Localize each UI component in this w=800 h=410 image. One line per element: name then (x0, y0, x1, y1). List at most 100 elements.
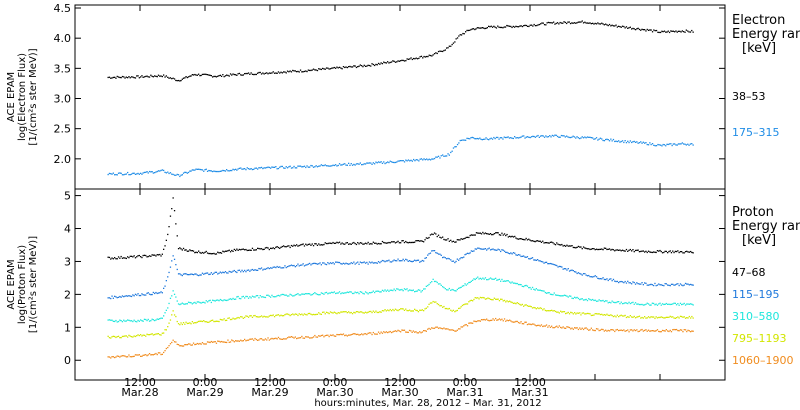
data-point (608, 140, 611, 142)
data-point (650, 316, 652, 318)
data-point (625, 26, 628, 28)
data-point (552, 327, 554, 329)
data-point (155, 333, 157, 335)
data-point (661, 252, 664, 254)
data-point (299, 294, 302, 296)
data-point (482, 277, 484, 279)
data-point (247, 297, 250, 299)
data-point (564, 136, 566, 138)
data-point (651, 143, 654, 145)
data-point (337, 334, 339, 336)
data-point (616, 301, 618, 303)
data-point (368, 243, 371, 245)
data-point (191, 250, 193, 252)
data-point (341, 164, 343, 166)
data-point (136, 75, 138, 77)
data-point (535, 288, 537, 290)
data-point (460, 139, 463, 141)
data-point (663, 251, 665, 254)
data-point (384, 162, 386, 165)
data-point (542, 309, 544, 311)
data-point (364, 291, 367, 293)
data-point (645, 303, 647, 305)
data-point (199, 320, 201, 322)
data-point (387, 61, 389, 63)
data-point (568, 326, 571, 329)
data-point (528, 238, 530, 240)
data-point (484, 298, 487, 300)
data-point (187, 301, 190, 303)
data-point (108, 337, 111, 339)
data-point (247, 168, 250, 170)
data-point (556, 294, 558, 296)
data-point (270, 296, 272, 298)
data-point (316, 336, 319, 338)
data-point (396, 241, 398, 243)
data-point (451, 329, 453, 331)
data-point (558, 244, 560, 246)
data-point (298, 313, 300, 315)
data-point (263, 339, 265, 341)
data-point (303, 293, 306, 295)
data-point (420, 55, 423, 57)
data-point (679, 143, 681, 145)
data-point (594, 329, 596, 332)
data-point (656, 250, 659, 252)
data-point (380, 291, 382, 293)
data-point (223, 299, 225, 301)
data-point (520, 304, 522, 306)
series-115–195 (107, 247, 694, 300)
data-point (185, 249, 187, 251)
data-point (312, 166, 315, 168)
data-point (146, 75, 148, 77)
data-point (586, 22, 589, 24)
data-point (417, 259, 420, 261)
data-point (692, 284, 694, 286)
data-point (396, 330, 398, 333)
data-point (336, 165, 338, 167)
data-point (272, 296, 274, 298)
data-point (554, 244, 557, 246)
data-point (342, 262, 345, 264)
data-point (649, 251, 651, 253)
data-point (499, 137, 501, 139)
data-point (509, 281, 511, 283)
data-point (641, 28, 643, 30)
data-point (493, 278, 495, 280)
data-point (644, 282, 646, 284)
data-point (424, 330, 426, 332)
data-point (664, 317, 666, 319)
data-point (251, 295, 254, 297)
data-point (259, 167, 261, 169)
data-point (649, 304, 651, 306)
data-point (367, 64, 369, 66)
data-point (302, 263, 304, 265)
data-point (659, 284, 661, 286)
data-point (383, 161, 385, 163)
data-point (201, 342, 204, 344)
data-point (621, 303, 624, 305)
data-point (570, 311, 572, 313)
data-point (603, 330, 605, 332)
data-point (368, 292, 371, 294)
data-point (198, 73, 200, 75)
data-point (175, 174, 177, 176)
data-point (636, 316, 638, 318)
data-point (165, 75, 167, 77)
data-point (143, 254, 146, 256)
data-point (181, 323, 183, 326)
data-point (195, 168, 197, 170)
data-point (419, 240, 421, 242)
data-point (309, 293, 311, 295)
data-point (167, 307, 169, 309)
data-point (297, 293, 299, 295)
data-point (246, 249, 248, 252)
data-point (362, 334, 364, 336)
data-point (690, 250, 692, 253)
data-point (325, 311, 328, 313)
data-point (168, 271, 170, 274)
series-795–1193 (107, 296, 694, 339)
data-point (226, 250, 228, 252)
data-point (463, 256, 465, 258)
data-point (444, 239, 446, 241)
